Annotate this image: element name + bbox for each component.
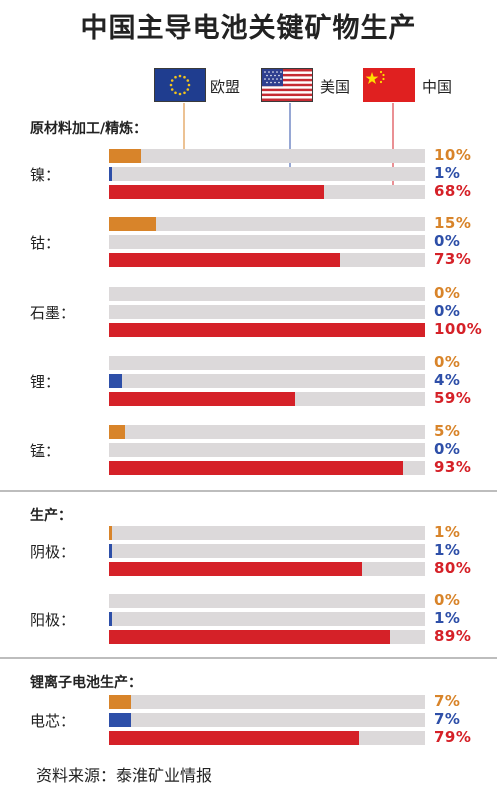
- bar-cn: [109, 461, 403, 475]
- category-label: 锰：: [30, 442, 61, 460]
- eu-flag-icon: [154, 68, 206, 102]
- bar-track-eu: [109, 594, 425, 608]
- bar-cn: [109, 562, 362, 576]
- bar-us: [109, 167, 113, 181]
- bar-track-eu: [109, 695, 425, 709]
- data-label-cn: 89%: [434, 627, 472, 645]
- bar-cn: [109, 731, 359, 745]
- bar-track-cn: [109, 185, 425, 199]
- data-label-eu: 15%: [434, 214, 472, 232]
- bar-eu: [109, 425, 125, 439]
- category-label: 锂：: [30, 373, 61, 391]
- bar-cn: [109, 323, 425, 337]
- bar-track-us: [109, 612, 425, 626]
- bar-track-us: [109, 544, 425, 558]
- data-label-cn: 73%: [434, 250, 472, 268]
- data-label-us: 1%: [434, 541, 461, 559]
- bar-cn: [109, 185, 324, 199]
- bar-track-us: [109, 713, 425, 727]
- category-label: 电芯：: [30, 712, 76, 730]
- bar-cn: [109, 253, 340, 267]
- data-label-eu: 0%: [434, 591, 461, 609]
- bar-track-us: [109, 167, 425, 181]
- legend-label-eu: 欧盟: [210, 78, 241, 96]
- section-title: 锂离子电池生产：: [30, 675, 142, 691]
- china-flag-icon: [363, 68, 415, 102]
- bar-us: [109, 713, 132, 727]
- bar-cn: [109, 630, 391, 644]
- data-label-us: 1%: [434, 609, 461, 627]
- section-divider: [0, 657, 497, 659]
- data-label-eu: 0%: [434, 284, 461, 302]
- data-label-cn: 100%: [434, 320, 483, 338]
- data-label-eu: 10%: [434, 146, 472, 164]
- bar-track-us: [109, 235, 425, 249]
- data-label-us: 7%: [434, 710, 461, 728]
- bar-track-us: [109, 374, 425, 388]
- bar-eu: [109, 149, 141, 163]
- category-label: 阴极：: [30, 543, 76, 561]
- category-label: 钴：: [30, 234, 61, 252]
- bar-us: [109, 612, 113, 626]
- data-label-cn: 80%: [434, 559, 472, 577]
- bar-track-us: [109, 305, 425, 319]
- bar-track-cn: [109, 562, 425, 576]
- bar-eu: [109, 217, 157, 231]
- data-label-eu: 7%: [434, 692, 461, 710]
- legend-label-us: 美国: [320, 78, 351, 96]
- bar-eu: [109, 526, 113, 540]
- bar-cn: [109, 392, 296, 406]
- bar-track-cn: [109, 630, 425, 644]
- bar-eu: [109, 695, 132, 709]
- bar-track-cn: [109, 253, 425, 267]
- data-label-us: 0%: [434, 302, 461, 320]
- data-label-cn: 79%: [434, 728, 472, 746]
- bar-track-eu: [109, 217, 425, 231]
- bar-track-cn: [109, 323, 425, 337]
- bar-track-eu: [109, 526, 425, 540]
- bar-track-eu: [109, 356, 425, 370]
- section-title: 生产：: [30, 508, 72, 524]
- section-divider: [0, 490, 497, 492]
- category-label: 阳极：: [30, 611, 76, 629]
- data-label-cn: 68%: [434, 182, 472, 200]
- legend-label-cn: 中国: [422, 78, 453, 96]
- data-label-eu: 0%: [434, 353, 461, 371]
- bar-track-cn: [109, 461, 425, 475]
- category-label: 石墨：: [30, 304, 76, 322]
- bar-us: [109, 374, 122, 388]
- data-label-us: 0%: [434, 440, 461, 458]
- us-flag-icon: [261, 68, 313, 102]
- category-label: 镍：: [30, 166, 61, 184]
- chart-title: 中国主导电池关键矿物生产: [80, 13, 417, 44]
- data-label-us: 4%: [434, 371, 461, 389]
- data-label-cn: 59%: [434, 389, 472, 407]
- bar-track-eu: [109, 287, 425, 301]
- data-label-cn: 93%: [434, 458, 472, 476]
- data-label-eu: 1%: [434, 523, 461, 541]
- bar-us: [109, 544, 113, 558]
- bar-track-eu: [109, 149, 425, 163]
- bar-track-cn: [109, 392, 425, 406]
- source-note: 资料来源：泰淮矿业情报: [36, 766, 213, 785]
- data-label-eu: 5%: [434, 422, 461, 440]
- data-label-us: 1%: [434, 164, 461, 182]
- section-title: 原材料加工/精炼：: [30, 121, 148, 137]
- bar-track-us: [109, 443, 425, 457]
- bar-track-cn: [109, 731, 425, 745]
- data-label-us: 0%: [434, 232, 461, 250]
- bar-track-eu: [109, 425, 425, 439]
